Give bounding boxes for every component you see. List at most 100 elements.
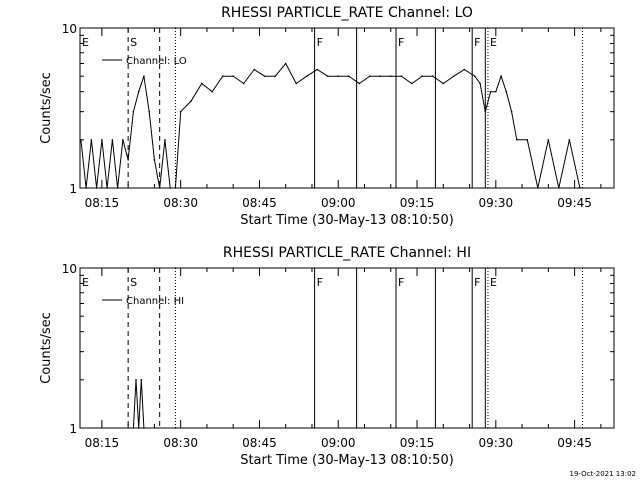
data-point: [453, 75, 455, 77]
data-point: [116, 187, 119, 189]
data-point: [242, 82, 245, 85]
y-axis-label: Counts/sec: [39, 72, 54, 144]
panel-hi: RHESSI PARTICLE_RATE Channel: HI Start Ti…: [39, 245, 615, 468]
data-point: [95, 187, 98, 189]
series-line: [80, 62, 581, 189]
data-point: [174, 187, 177, 189]
x-tick-label: 09:45: [557, 196, 592, 210]
data-point: [143, 75, 145, 77]
data-point: [106, 187, 108, 189]
flag-label: E: [490, 36, 497, 49]
x-tick-label: 09:00: [321, 436, 356, 450]
data-point: [263, 75, 266, 77]
data-point: [164, 139, 166, 141]
data-point: [221, 75, 224, 77]
data-point: [295, 82, 298, 85]
flag-label: S: [130, 36, 137, 49]
plot-frame: [79, 27, 615, 189]
x-tick-label: 09:00: [321, 196, 356, 210]
x-tick-label: 08:45: [242, 436, 277, 450]
x-tick-label: 09:45: [557, 436, 592, 450]
x-tick-label: 09:15: [400, 436, 435, 450]
data-point: [568, 139, 571, 141]
data-point: [169, 187, 171, 189]
data-point: [474, 75, 476, 77]
data-point: [547, 139, 550, 141]
x-tick-label: 08:30: [163, 196, 198, 210]
data-point: [232, 75, 234, 77]
data-point: [337, 75, 340, 77]
data-point: [516, 139, 518, 141]
x-tick-label: 09:15: [400, 196, 435, 210]
x-axis-label: Start Time (30-May-13 08:10:50): [240, 213, 454, 228]
plot-frame: [79, 267, 615, 429]
data-point: [368, 75, 371, 77]
data-point: [400, 75, 403, 77]
legend-label: Channel: LO: [126, 56, 187, 67]
data-point: [505, 90, 508, 93]
flag-label: F: [474, 36, 480, 49]
data-point: [500, 75, 502, 77]
data-point: [132, 427, 135, 429]
data-point: [558, 187, 560, 189]
data-point: [463, 68, 466, 71]
data-point: [211, 90, 213, 93]
data-point: [90, 139, 93, 141]
data-point: [442, 82, 445, 85]
x-axis-label: Start Time (30-May-13 08:10:50): [240, 453, 454, 468]
data-point: [85, 187, 87, 189]
data-point: [143, 427, 145, 429]
data-point: [153, 159, 156, 161]
flag-label: F: [398, 36, 404, 49]
chart-title: RHESSI PARTICLE_RATE Channel: HI: [223, 245, 471, 261]
data-point: [253, 68, 256, 71]
flag-label: E: [490, 276, 497, 289]
data-point: [379, 75, 382, 77]
data-point: [305, 75, 308, 77]
panel-lo: RHESSI PARTICLE_RATE Channel: LO Start Ti…: [39, 5, 615, 228]
data-point: [127, 159, 129, 161]
data-point: [484, 110, 487, 113]
data-point: [479, 82, 481, 85]
data-point: [200, 82, 203, 85]
x-tick-label: 09:30: [479, 436, 514, 450]
flag-label: F: [317, 36, 323, 49]
data-point: [510, 110, 513, 113]
data-point: [326, 75, 329, 77]
chart-title: RHESSI PARTICLE_RATE Channel: LO: [221, 5, 473, 21]
data-point: [179, 110, 182, 113]
data-point: [316, 68, 319, 71]
x-tick-label: 08:45: [242, 196, 277, 210]
data-point: [421, 75, 424, 77]
legend-label: Channel: HI: [126, 296, 184, 307]
panels: RHESSI PARTICLE_RATE Channel: LO Start Ti…: [39, 5, 615, 468]
data-point: [80, 139, 82, 141]
y-tick-label: 10: [62, 22, 77, 36]
data-point: [579, 187, 581, 189]
y-axis-label: Counts/sec: [39, 312, 54, 384]
data-point: [274, 75, 277, 77]
y-tick-label: 1: [69, 182, 77, 196]
data-point: [148, 110, 150, 113]
data-point: [140, 379, 143, 381]
data-point: [526, 139, 529, 141]
data-point: [410, 82, 413, 85]
x-tick-label: 08:15: [85, 196, 120, 210]
flag-label: E: [82, 36, 89, 49]
data-point: [137, 427, 140, 429]
x-tick-label: 09:30: [479, 196, 514, 210]
y-tick-label: 1: [69, 422, 77, 436]
data-point: [347, 75, 350, 77]
data-point: [431, 75, 434, 77]
data-point: [122, 139, 124, 141]
timestamp: 19-Oct-2021 13:02: [570, 470, 636, 478]
data-point: [190, 100, 192, 102]
data-point: [358, 82, 361, 85]
flag-label: E: [82, 276, 89, 289]
flag-label: F: [398, 276, 404, 289]
data-point: [495, 90, 497, 93]
data-point: [389, 75, 392, 77]
flag-label: F: [317, 276, 323, 289]
